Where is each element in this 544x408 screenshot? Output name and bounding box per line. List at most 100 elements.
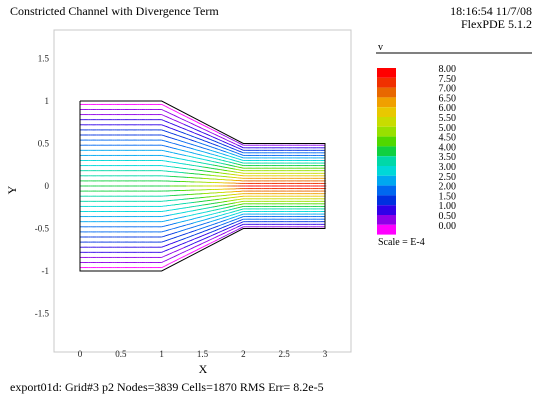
streak-segment (226, 148, 230, 151)
streak-segment (161, 256, 164, 258)
streak-segment (237, 160, 240, 163)
streak-segment (210, 142, 213, 145)
vector-arrow (182, 158, 186, 161)
y-tick-label: -1 (42, 266, 50, 276)
vector-arrow (173, 119, 177, 122)
vector-arrow (206, 167, 211, 169)
streak-segment (235, 151, 238, 154)
vector-arrow (214, 215, 219, 218)
streak-segment (196, 125, 199, 128)
streak-segment (171, 228, 175, 230)
streak-segment (228, 214, 232, 217)
vector-arrow (206, 232, 210, 235)
streak-segment (171, 242, 175, 244)
vector-arrow (222, 229, 226, 231)
vector-arrow (165, 121, 169, 123)
legend-level-label: 7.50 (439, 74, 457, 85)
streak-segment (188, 248, 191, 251)
vector-arrow (206, 163, 211, 165)
streak-segment (186, 146, 189, 149)
vector-arrow (173, 110, 177, 112)
streak-segment (220, 220, 224, 223)
streak-segment (179, 131, 183, 133)
vector-arrow (239, 142, 242, 145)
streak-segment (175, 115, 179, 118)
streak-segment (204, 237, 207, 240)
streak-segment (179, 243, 183, 246)
vector-arrow (214, 226, 218, 228)
streak-segment (228, 229, 232, 232)
streak-segment (212, 237, 215, 240)
streak-segment (188, 223, 191, 225)
streak-segment (185, 253, 189, 256)
vector-arrow (181, 242, 185, 245)
streak-segment (202, 223, 205, 225)
vector-arrow (181, 251, 185, 254)
software-version: FlexPDE 5.1.2 (460, 17, 532, 31)
y-tick-labels: 1.5 1 0.5 0 -0.5 -1 -1.5 (35, 54, 50, 319)
vector-arrow (231, 208, 235, 210)
streak-segment (163, 265, 166, 268)
vector-arrow (198, 224, 202, 226)
streak-segment (177, 144, 181, 146)
streak-segment (177, 112, 181, 115)
vector-arrow (198, 150, 202, 152)
streak-segment (220, 149, 224, 152)
streak-segment (175, 111, 179, 113)
streak-segment (177, 235, 181, 237)
streak-segment (218, 139, 222, 141)
vector-arrow (198, 138, 202, 140)
vector-arrow (231, 214, 235, 216)
streak-segment (212, 216, 215, 219)
streak-segment (171, 152, 175, 154)
streak-segment (179, 230, 183, 232)
vector-arrow (190, 126, 193, 129)
vector-arrow (206, 141, 210, 143)
streak-segment (220, 143, 224, 146)
streak-segment (163, 120, 166, 122)
streak-segment (163, 255, 166, 257)
streak-segment (234, 140, 238, 143)
streak-segment (226, 139, 230, 142)
vector-arrow (182, 154, 186, 156)
streak-segment (188, 252, 191, 255)
streak-segment (175, 259, 179, 261)
streak-segment (179, 239, 183, 241)
streak-segment (210, 224, 213, 226)
streak-segment (218, 145, 222, 148)
vector-arrow (206, 130, 210, 132)
streak-segment (161, 230, 164, 233)
streak-segment (220, 226, 224, 229)
legend-swatch (377, 156, 396, 166)
vector-arrow (230, 141, 234, 144)
streak-segment (232, 139, 236, 142)
vector-arrow (222, 150, 227, 153)
x-tick-label: 1 (159, 349, 164, 359)
vector-arrow (206, 152, 210, 154)
streak-segment (241, 143, 244, 146)
streak-segment (179, 234, 183, 237)
vector-arrow (214, 239, 218, 242)
streak-segment (161, 266, 164, 269)
streak-segment (210, 160, 213, 162)
vector-arrow (222, 204, 227, 206)
streak-segment (163, 110, 166, 112)
vector-arrow (214, 151, 219, 153)
streak-segment (202, 128, 205, 131)
vector-arrow (181, 118, 185, 121)
vector-arrow (190, 231, 194, 233)
vector-arrow (190, 226, 194, 229)
vector-arrow (190, 139, 194, 141)
vector-arrow (165, 136, 169, 138)
legend-level-label: 6.50 (439, 93, 457, 104)
vector-arrow (173, 124, 177, 126)
streak-segment (188, 151, 191, 153)
streak-segment (171, 118, 175, 121)
streak-segment (208, 127, 211, 130)
vector-arrow (182, 216, 186, 218)
streak-segment (161, 109, 164, 111)
vector-arrow (222, 222, 227, 225)
streak-segment (204, 147, 207, 150)
legend-level-label: 8.00 (439, 64, 457, 75)
streak-segment (179, 140, 183, 142)
